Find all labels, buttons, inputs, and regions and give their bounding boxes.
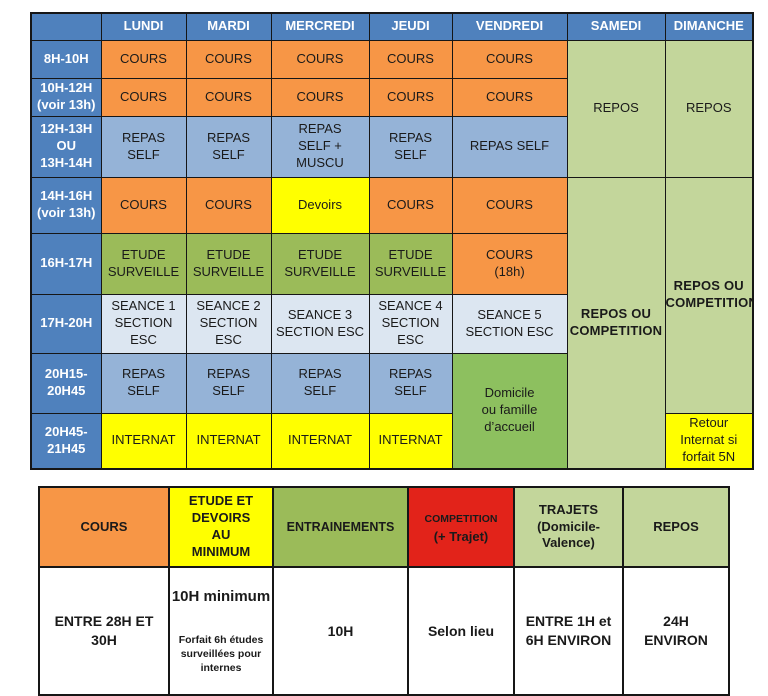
legend-competition-label-text: COMPETITION (+ Trajet) <box>424 512 498 545</box>
cell-8h-mercredi: COURS <box>270 39 370 79</box>
cell-12h-mardi: REPAS SELF <box>185 115 272 178</box>
cell-14h-mercredi: Devoirs <box>270 176 370 234</box>
cell-10h-lundi: COURS <box>100 77 187 117</box>
cell-vendredi-domicile: Domicile ou famille d’accueil <box>451 352 568 470</box>
row-20h45-21h45: 20H45- 21H45 INTERNAT INTERNAT INTERNAT … <box>30 412 754 470</box>
row-8h-10h: 8H-10H COURS COURS COURS COURS COURS REP… <box>30 39 754 178</box>
legend-competition-value: Selon lieu <box>407 565 515 696</box>
cell-14h-vendredi: COURS <box>451 176 568 234</box>
cell-16h-vendredi: COURS (18h) <box>451 232 568 295</box>
day-header-jeudi: JEUDI <box>368 12 453 41</box>
legend-etude-value-note: Forfait 6h études surveillées pour inter… <box>178 634 264 675</box>
cell-20h45-mardi: INTERNAT <box>185 412 272 470</box>
time-slot-17h-20h: 17H-20H <box>30 293 102 354</box>
legend-header-row: COURS ETUDE ET DEVOIRS AU MINIMUM ENTRAI… <box>38 486 730 568</box>
day-header-mardi: MARDI <box>185 12 272 41</box>
cell-20h15-mercredi: REPAS SELF <box>270 352 370 414</box>
cell-12h-lundi: REPAS SELF <box>100 115 187 178</box>
day-header-vendredi: VENDREDI <box>451 12 568 41</box>
cell-8h-jeudi: COURS <box>368 39 453 79</box>
day-header-mercredi: MERCREDI <box>270 12 370 41</box>
legend-competition-label: COMPETITION (+ Trajet) <box>407 486 515 568</box>
cell-10h-mercredi: COURS <box>270 77 370 117</box>
cell-20h15-lundi: REPAS SELF <box>100 352 187 414</box>
time-slot-14h-16h: 14H-16H (voir 13h) <box>30 176 102 234</box>
cell-8h-vendredi: COURS <box>451 39 568 79</box>
time-slot-20h15-20h45: 20H15- 20H45 <box>30 352 102 414</box>
cell-14h-lundi: COURS <box>100 176 187 234</box>
cell-10h-vendredi: COURS <box>451 77 568 117</box>
cell-16h-lundi: ETUDE SURVEILLE <box>100 232 187 295</box>
legend-value-row: ENTRE 28H ET 30H 10H minimum Forfait 6h … <box>38 565 730 696</box>
cell-20h45-lundi: INTERNAT <box>100 412 187 470</box>
cell-samedi-repos: REPOS <box>566 39 666 178</box>
cell-16h-jeudi: ETUDE SURVEILLE <box>368 232 453 295</box>
time-slot-10h-12h: 10H-12H (voir 13h) <box>30 77 102 117</box>
legend-trajets-value: ENTRE 1H et 6H ENVIRON <box>513 565 624 696</box>
time-slot-16h-17h: 16H-17H <box>30 232 102 295</box>
weekly-timetable: LUNDI MARDI MERCREDI JEUDI VENDREDI SAME… <box>30 12 754 470</box>
legend-repos-value: 24H ENVIRON <box>622 565 730 696</box>
legend-cours-label: COURS <box>38 486 170 568</box>
cell-10h-mardi: COURS <box>185 77 272 117</box>
row-17h-20h: 17H-20H SEANCE 1 SECTION ESC SEANCE 2 SE… <box>30 293 753 354</box>
row-14h-16h: 14H-16H (voir 13h) COURS COURS Devoirs C… <box>30 176 754 470</box>
cell-8h-mardi: COURS <box>185 39 272 79</box>
day-header-samedi: SAMEDI <box>566 12 666 41</box>
time-slot-12h-14h: 12H-13H OU 13H-14H <box>30 115 102 178</box>
cell-17h-mardi: SEANCE 2 SECTION ESC <box>185 293 272 354</box>
cell-17h-mercredi: SEANCE 3 SECTION ESC <box>270 293 370 354</box>
cell-20h45-mercredi: INTERNAT <box>270 412 370 470</box>
cell-17h-jeudi: SEANCE 4 SECTION ESC <box>368 293 453 354</box>
cell-16h-mercredi: ETUDE SURVEILLE <box>270 232 370 295</box>
cell-17h-vendredi: SEANCE 5 SECTION ESC <box>451 293 568 354</box>
cell-8h-lundi: COURS <box>100 39 187 79</box>
legend-etude-value: 10H minimum Forfait 6h études surveillée… <box>168 565 274 696</box>
cell-14h-jeudi: COURS <box>368 176 453 234</box>
cell-16h-mardi: ETUDE SURVEILLE <box>185 232 272 295</box>
cell-12h-vendredi: REPAS SELF <box>451 115 568 178</box>
day-header-lundi: LUNDI <box>100 12 187 41</box>
cell-12h-jeudi: REPAS SELF <box>368 115 453 178</box>
cell-12h-mercredi: REPAS SELF + MUSCU <box>270 115 370 178</box>
schedule-page: LUNDI MARDI MERCREDI JEUDI VENDREDI SAME… <box>30 12 754 696</box>
cell-dimanche-retour-internat: Retour Internat si forfait 5N <box>664 412 754 470</box>
legend-entrainements-label: ENTRAINEMENTS <box>272 486 409 568</box>
cell-20h15-jeudi: REPAS SELF <box>368 352 453 414</box>
row-20h15-20h45: 20H15- 20H45 REPAS SELF REPAS SELF REPAS… <box>30 352 753 470</box>
legend-cours-value: ENTRE 28H ET 30H <box>38 565 170 696</box>
time-slot-8h-10h: 8H-10H <box>30 39 102 79</box>
cell-10h-jeudi: COURS <box>368 77 453 117</box>
legend-trajets-label: TRAJETS (Domicile- Valence) <box>513 486 624 568</box>
cell-14h-mardi: COURS <box>185 176 272 234</box>
row-day-headers: LUNDI MARDI MERCREDI JEUDI VENDREDI SAME… <box>30 12 754 41</box>
cell-samedi-repos-competition: REPOS OU COMPETITION <box>566 176 666 470</box>
cell-dimanche-repos: REPOS <box>664 39 754 178</box>
cell-17h-lundi: SEANCE 1 SECTION ESC <box>100 293 187 354</box>
cell-20h45-jeudi: INTERNAT <box>368 412 453 470</box>
legend-table: COURS ETUDE ET DEVOIRS AU MINIMUM ENTRAI… <box>38 486 730 696</box>
legend-repos-label: REPOS <box>622 486 730 568</box>
row-12h-14h: 12H-13H OU 13H-14H REPAS SELF REPAS SELF… <box>30 115 753 178</box>
cell-dimanche-repos-competition: REPOS OU COMPETITION <box>664 176 754 414</box>
legend-etude-label: ETUDE ET DEVOIRS AU MINIMUM <box>168 486 274 568</box>
legend-entrainements-value: 10H <box>272 565 409 696</box>
cell-20h15-mardi: REPAS SELF <box>185 352 272 414</box>
row-10h-12h: 10H-12H (voir 13h) COURS COURS COURS COU… <box>30 77 753 117</box>
day-header-dimanche: DIMANCHE <box>664 12 754 41</box>
legend-etude-value-main: 10H minimum <box>171 587 271 605</box>
corner-cell <box>30 12 102 41</box>
time-slot-20h45-21h45: 20H45- 21H45 <box>30 412 102 470</box>
